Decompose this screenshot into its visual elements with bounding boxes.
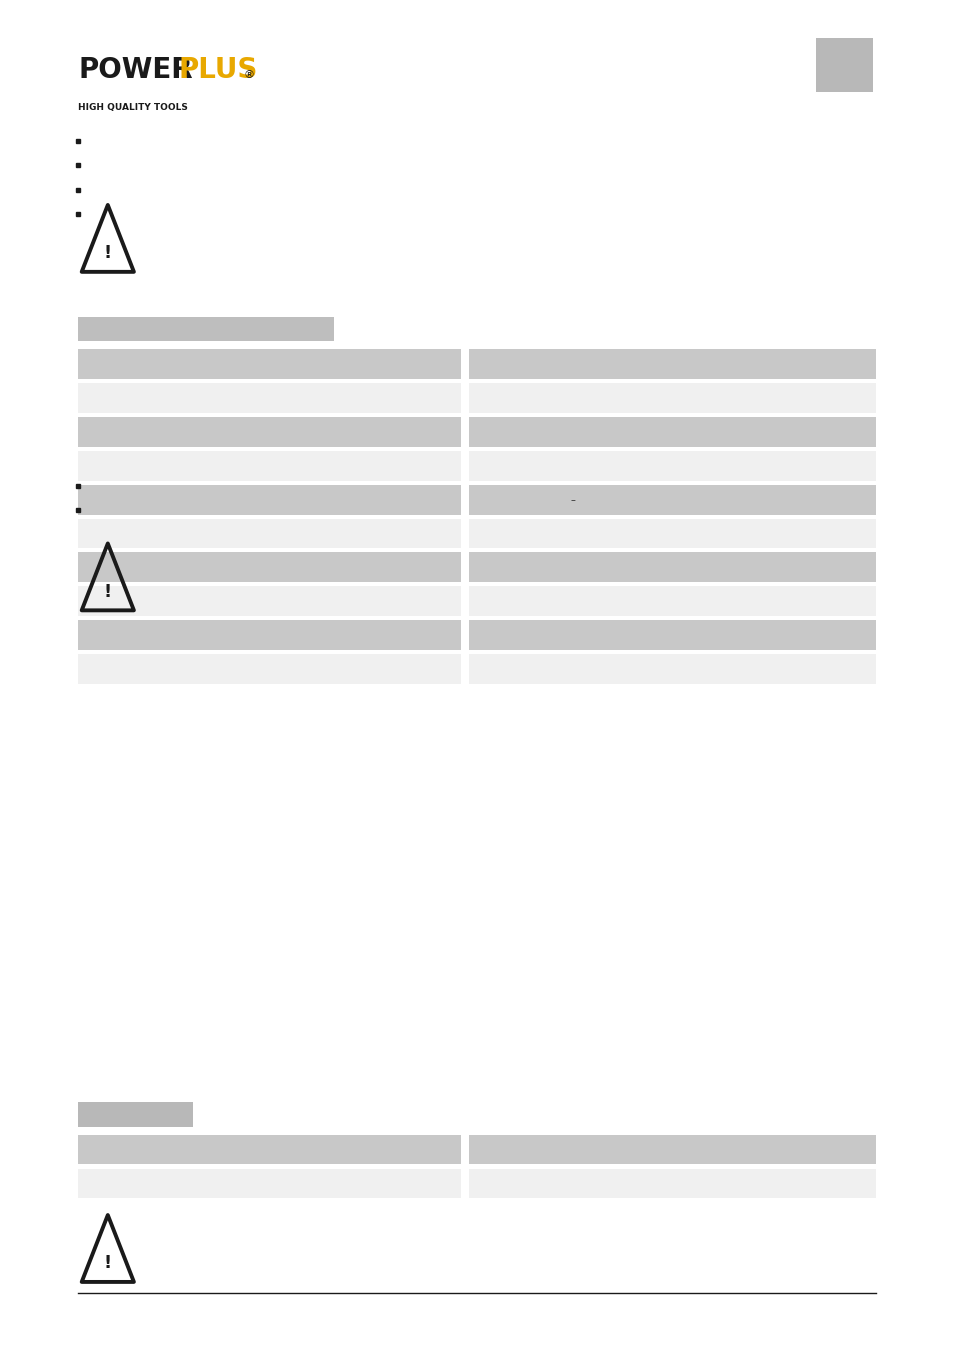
Bar: [78, 654, 460, 684]
Text: ®: ®: [243, 70, 254, 80]
Bar: [78, 485, 460, 515]
Bar: [78, 1102, 193, 1127]
Bar: [815, 38, 872, 92]
Bar: [468, 654, 875, 684]
Bar: [78, 519, 460, 548]
Bar: [468, 417, 875, 447]
Bar: [78, 349, 460, 379]
Bar: [468, 349, 875, 379]
Text: !: !: [104, 1254, 112, 1273]
Bar: [468, 451, 875, 481]
Bar: [78, 383, 460, 413]
Text: HIGH QUALITY TOOLS: HIGH QUALITY TOOLS: [78, 103, 188, 112]
Bar: [468, 485, 875, 515]
Bar: [78, 451, 460, 481]
Bar: [468, 1169, 875, 1198]
Bar: [468, 519, 875, 548]
Text: –: –: [570, 494, 575, 505]
Bar: [468, 383, 875, 413]
Bar: [78, 1135, 460, 1164]
Bar: [78, 317, 334, 341]
Bar: [468, 586, 875, 616]
Text: POWER: POWER: [78, 56, 193, 84]
Bar: [78, 1169, 460, 1198]
Bar: [78, 417, 460, 447]
Bar: [468, 1135, 875, 1164]
Bar: [78, 552, 460, 582]
Bar: [78, 620, 460, 650]
Text: !: !: [104, 244, 112, 263]
Bar: [468, 620, 875, 650]
Bar: [78, 586, 460, 616]
Text: PLUS: PLUS: [178, 56, 257, 84]
Bar: [468, 552, 875, 582]
Text: !: !: [104, 582, 112, 601]
